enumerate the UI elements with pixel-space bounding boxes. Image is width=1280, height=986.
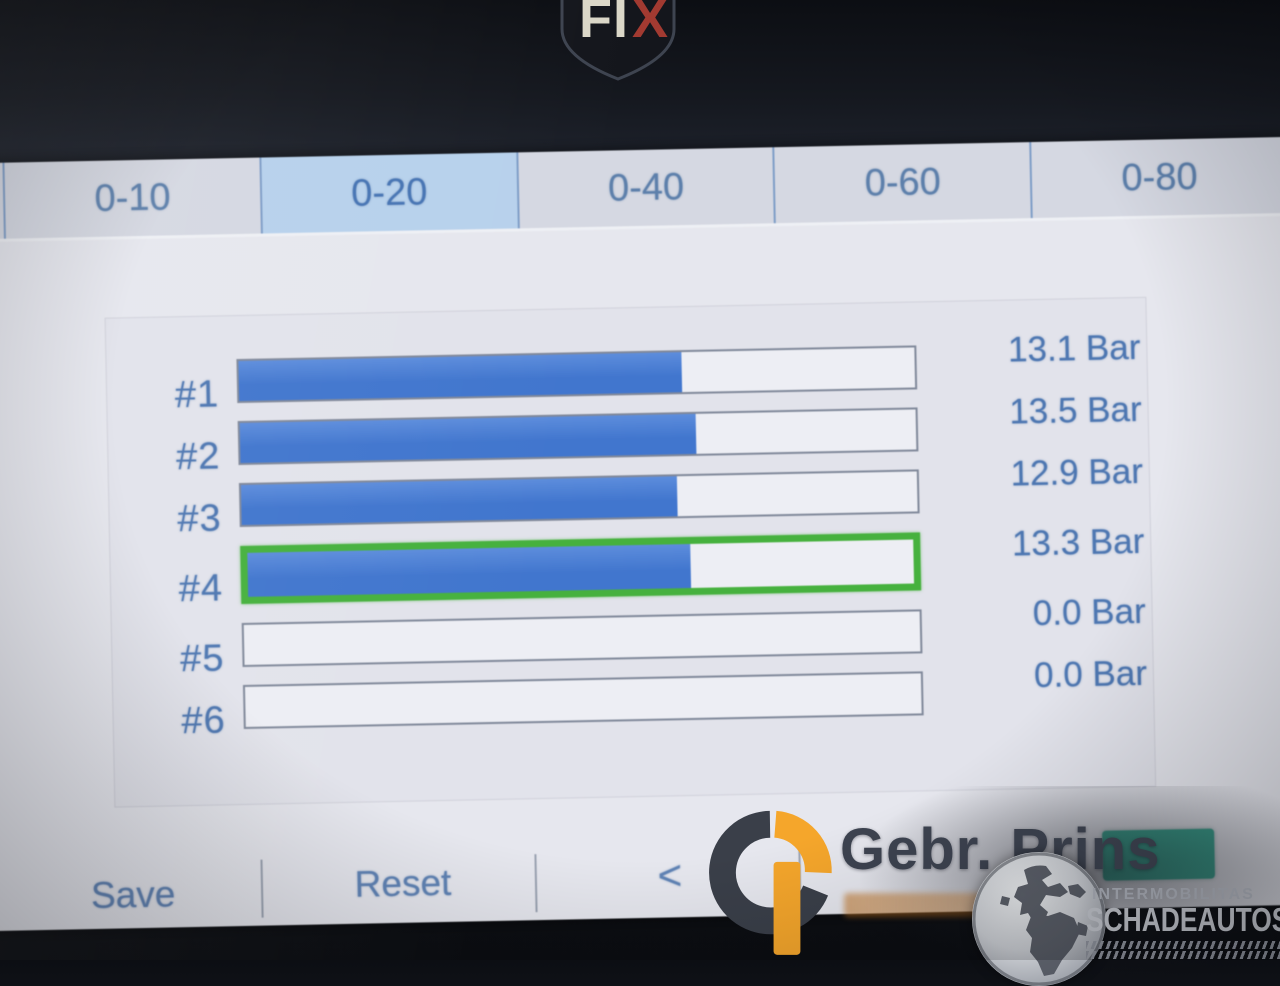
toolbar-divider — [534, 854, 538, 913]
logo-text-x: X — [632, 0, 669, 49]
bottom-toolbar: Save Reset < — [0, 835, 1280, 931]
cylinder-label: #3 — [176, 496, 223, 540]
tab-0-40[interactable]: 0-40 — [517, 147, 777, 229]
shield-icon: FIX — [560, 0, 676, 81]
hatch-stripes — [1086, 951, 1280, 959]
pressure-bar-fill — [244, 686, 246, 727]
pressure-bar-fill — [240, 476, 678, 525]
pressure-bar[interactable] — [236, 345, 918, 404]
cylinder-label: #4 — [178, 566, 224, 610]
logo-text-fi: FI — [579, 0, 629, 49]
toolbar-divider — [260, 859, 264, 918]
reset-button[interactable]: Reset — [354, 861, 452, 905]
tab-0-60[interactable]: 0-60 — [774, 142, 1033, 224]
pressure-bar-fill — [238, 352, 682, 402]
cylinder-label: #5 — [179, 636, 225, 680]
pressure-rows: #1 13.1 Bar #2 13.5 Bar #3 12.9 Bar #4 13.3 Bar… — [106, 328, 1154, 742]
toolbar-divider — [798, 848, 802, 907]
svg-text:FIX: FIX — [579, 0, 669, 49]
fix-shield-logo: FIX — [552, 0, 684, 88]
pressure-bar[interactable] — [242, 671, 924, 729]
hatch-stripes — [1086, 941, 1280, 949]
status-badge[interactable] — [1102, 828, 1216, 881]
back-button[interactable]: < — [657, 851, 683, 899]
cylinder-label: #6 — [180, 698, 227, 742]
pressure-value: 13.3 Bar — [1011, 521, 1145, 564]
pressure-value: 12.9 Bar — [1010, 451, 1144, 494]
pressure-bar-fill — [243, 624, 245, 665]
tab-0-20[interactable]: 0-20 — [261, 152, 520, 234]
save-button[interactable]: Save — [90, 873, 176, 917]
pressure-bar-fill — [239, 413, 697, 464]
cylinder-label: #2 — [175, 434, 221, 478]
pressure-value: 0.0 Bar — [1032, 591, 1147, 634]
pressure-value: 0.0 Bar — [1033, 653, 1148, 696]
pressure-value: 13.5 Bar — [1008, 389, 1142, 432]
pressure-bar[interactable] — [238, 469, 920, 528]
pressure-chart-panel: #1 13.1 Bar #2 13.5 Bar #3 12.9 Bar #4 13.3 Bar… — [105, 297, 1156, 807]
tab-0-80[interactable]: 0-80 — [1121, 155, 1198, 199]
pressure-bar[interactable] — [240, 532, 922, 605]
device-screen: 0-10 0-20 0-40 0-60 0-80 #1 13.1 Bar #2 13.5 Ba… — [0, 136, 1280, 932]
screen-content: #1 13.1 Bar #2 13.5 Bar #3 12.9 Bar #4 13.3 Bar… — [0, 215, 1280, 932]
pressure-bar-fill — [247, 543, 691, 597]
cylinder-label: #1 — [174, 372, 220, 416]
pressure-bar[interactable] — [237, 407, 919, 466]
pressure-value: 13.1 Bar — [1007, 327, 1141, 370]
tab-0-10[interactable]: 0-10 — [4, 157, 263, 239]
pressure-bar[interactable] — [241, 609, 923, 668]
